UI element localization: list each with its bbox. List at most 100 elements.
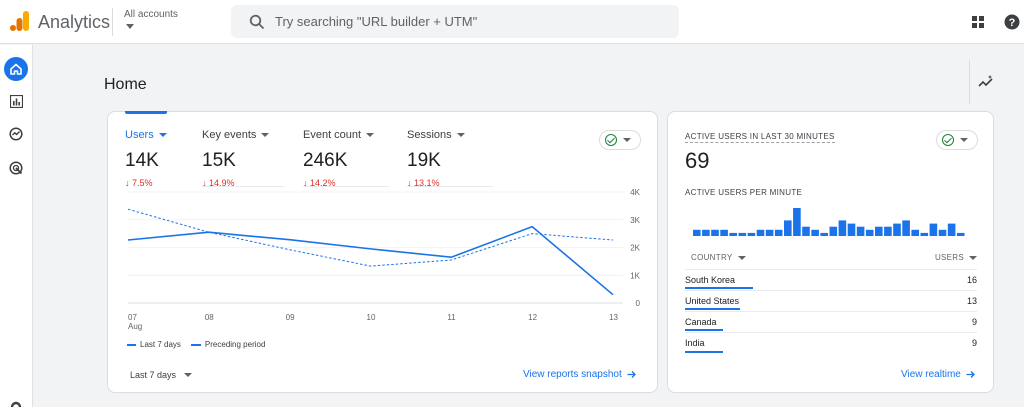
x-tick-sublabel: Aug — [128, 322, 142, 331]
explore-icon — [9, 127, 23, 141]
users-line-chart: 4K 3K 2K 1K 0 07 08 09 10 11 12 13 Aug — [127, 188, 641, 331]
x-tick-label: 09 — [286, 313, 295, 322]
search-input[interactable]: Try searching "URL builder + UTM" — [275, 14, 478, 29]
legend-preceding-period: Preceding period — [190, 340, 266, 349]
column-label: COUNTRY — [691, 253, 733, 262]
legend-last-7-days: Last 7 days — [127, 340, 181, 349]
per-minute-bar — [911, 229, 919, 236]
metric-event-count-selector[interactable]: Event count — [303, 129, 375, 141]
y-tick-label: 1K — [630, 271, 640, 280]
country-name: Canada — [685, 317, 717, 327]
metric-divider — [407, 186, 493, 187]
account-selector-label[interactable]: All accounts — [124, 9, 178, 20]
metric-users-selector[interactable]: Users — [125, 129, 167, 141]
apps-grid-icon[interactable] — [971, 15, 985, 29]
metric-label: Event count — [303, 129, 362, 141]
country-name: India — [685, 338, 705, 348]
y-tick-label: 3K — [630, 216, 640, 225]
metric-label: Users — [125, 129, 154, 141]
y-tick-label: 4K — [630, 188, 640, 197]
bar-chart-icon — [9, 94, 23, 108]
realtime-active-users: 69 — [685, 148, 710, 173]
link-label: View reports snapshot — [523, 369, 622, 380]
metric-value: 15K — [202, 150, 236, 171]
home-icon — [10, 63, 22, 75]
chevron-down-icon — [158, 133, 167, 137]
chevron-down-icon — [623, 138, 631, 142]
series-line-preceding-period — [127, 208, 614, 267]
check-circle-icon — [942, 134, 954, 146]
share-bar — [685, 308, 741, 310]
per-minute-bar — [747, 232, 756, 236]
metric-value: 14K — [125, 150, 159, 171]
table-row: Canada 9 — [685, 312, 977, 333]
metric-change: ↓ 14.2% — [303, 178, 336, 188]
date-range-label: Last 7 days — [130, 370, 177, 380]
per-minute-bar — [847, 223, 856, 236]
users-count: 16 — [966, 275, 977, 285]
series-line-last-7-days — [127, 225, 614, 296]
metric-value: 19K — [407, 150, 441, 171]
per-minute-bar — [947, 223, 956, 236]
chevron-down-icon — [261, 133, 270, 137]
advertising-icon — [9, 161, 23, 175]
realtime-status-button[interactable] — [936, 130, 978, 150]
per-minute-bar-chart — [693, 208, 965, 236]
per-minute-bar — [693, 229, 701, 236]
users-count: 13 — [966, 296, 977, 306]
account-dropdown-icon[interactable] — [126, 24, 134, 29]
header-divider — [112, 8, 113, 36]
view-reports-snapshot-link[interactable]: View reports snapshot — [523, 369, 636, 380]
metric-key-events-selector[interactable]: Key events — [202, 129, 270, 141]
per-minute-bar — [756, 229, 765, 236]
top-bar: Analytics All accounts Try searching "UR… — [0, 0, 1024, 44]
per-minute-bar — [956, 232, 965, 236]
x-tick-label: 08 — [205, 313, 214, 322]
metric-tab-key-events[interactable]: Key events 15K ↓ 14.9% — [202, 129, 270, 188]
nav-admin[interactable] — [4, 395, 28, 407]
date-range-dropdown[interactable]: Last 7 days — [130, 370, 193, 380]
view-realtime-link[interactable]: View realtime — [901, 369, 975, 380]
y-tick-label: 2K — [630, 244, 640, 253]
per-minute-bar — [929, 223, 938, 236]
overview-card: Users 14K ↓ 7.5% Key events 15K ↓ 14.9% … — [107, 111, 658, 393]
per-minute-bar — [738, 232, 747, 236]
country-table: COUNTRY USERS South Korea 16 United Stat… — [685, 250, 977, 354]
chevron-down-icon — [969, 255, 977, 260]
chart-legend: Last 7 days Preceding period — [127, 340, 265, 349]
settings-gear-icon — [10, 401, 22, 407]
search-icon — [249, 14, 265, 30]
column-header-country[interactable]: COUNTRY — [691, 253, 746, 262]
metric-label: Key events — [202, 129, 257, 141]
per-minute-bar — [729, 232, 737, 236]
y-tick-label: 0 — [636, 299, 641, 308]
analytics-logo-icon[interactable] — [9, 10, 31, 32]
nav-home[interactable] — [4, 57, 28, 81]
share-bar — [685, 351, 724, 353]
table-header: COUNTRY USERS — [685, 250, 977, 270]
arrow-right-icon — [966, 371, 975, 378]
country-name: United States — [685, 296, 740, 306]
app-title: Analytics — [38, 12, 111, 32]
table-row: United States 13 — [685, 291, 977, 312]
legend-label: Preceding period — [204, 340, 266, 349]
per-minute-bar — [938, 229, 947, 236]
metric-tab-users[interactable]: Users 14K ↓ 7.5% — [125, 129, 167, 188]
per-minute-bar — [820, 232, 828, 236]
nav-advertising[interactable] — [4, 156, 28, 180]
per-minute-bar — [893, 223, 901, 236]
chevron-down-icon — [456, 133, 465, 137]
metric-sessions-selector[interactable]: Sessions — [407, 129, 465, 141]
nav-reports[interactable] — [4, 89, 28, 113]
column-header-users[interactable]: USERS — [935, 253, 977, 262]
search-bar[interactable]: Try searching "URL builder + UTM" — [231, 5, 679, 38]
help-icon[interactable]: ? — [1004, 14, 1020, 30]
metric-tab-sessions[interactable]: Sessions 19K ↓ 13.1% — [407, 129, 465, 188]
per-minute-bar — [765, 229, 774, 236]
data-quality-status-button[interactable] — [599, 130, 641, 150]
metric-tab-event-count[interactable]: Event count 246K ↓ 14.2% — [303, 129, 375, 188]
nav-explore[interactable] — [4, 122, 28, 146]
metric-change: ↓ 13.1% — [407, 178, 440, 188]
insights-icon[interactable] — [977, 73, 995, 91]
per-minute-bar — [702, 229, 710, 236]
